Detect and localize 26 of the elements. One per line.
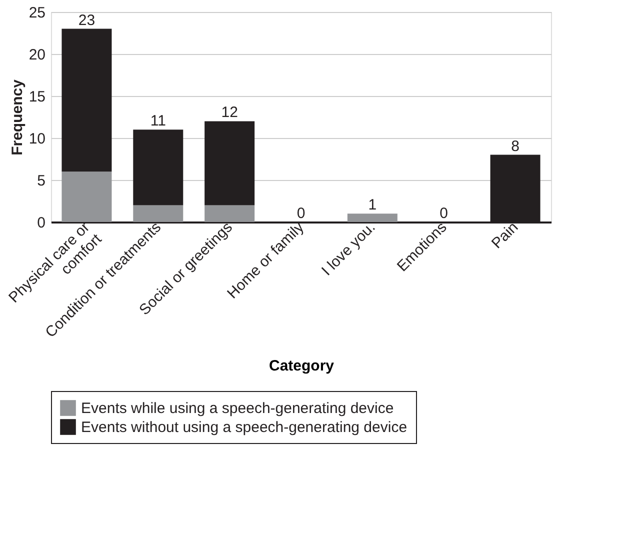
bar — [347, 214, 398, 222]
y-tick-label: 0 — [37, 214, 46, 232]
bar — [62, 28, 112, 172]
bar — [133, 130, 184, 206]
x-axis-title: Category — [268, 357, 335, 374]
total-label: 12 — [221, 104, 238, 122]
bar — [204, 121, 255, 206]
total-label: 0 — [296, 205, 306, 222]
total-label: 1 — [368, 196, 377, 214]
bar — [62, 172, 112, 222]
legend-label: Events without using a speech-generating device — [81, 419, 408, 436]
legend-label: Events while using a speech-generating device — [81, 400, 394, 417]
total-label: 0 — [440, 205, 448, 222]
total-label: 11 — [150, 112, 166, 130]
y-tick-label: 5 — [37, 172, 46, 190]
y-axis-title: Frequency — [8, 78, 26, 156]
bar — [133, 205, 184, 222]
total-label: 23 — [78, 12, 96, 29]
y-tick-label: 15 — [28, 88, 46, 106]
x-tick-label: I love you. — [318, 218, 379, 280]
x-tick-label: Pain — [488, 218, 522, 252]
total-label: 8 — [511, 138, 520, 155]
bar — [204, 205, 255, 222]
y-tick-label: 25 — [28, 4, 46, 22]
y-tick-label: 10 — [28, 130, 46, 148]
y-tick-label: 20 — [28, 46, 46, 64]
